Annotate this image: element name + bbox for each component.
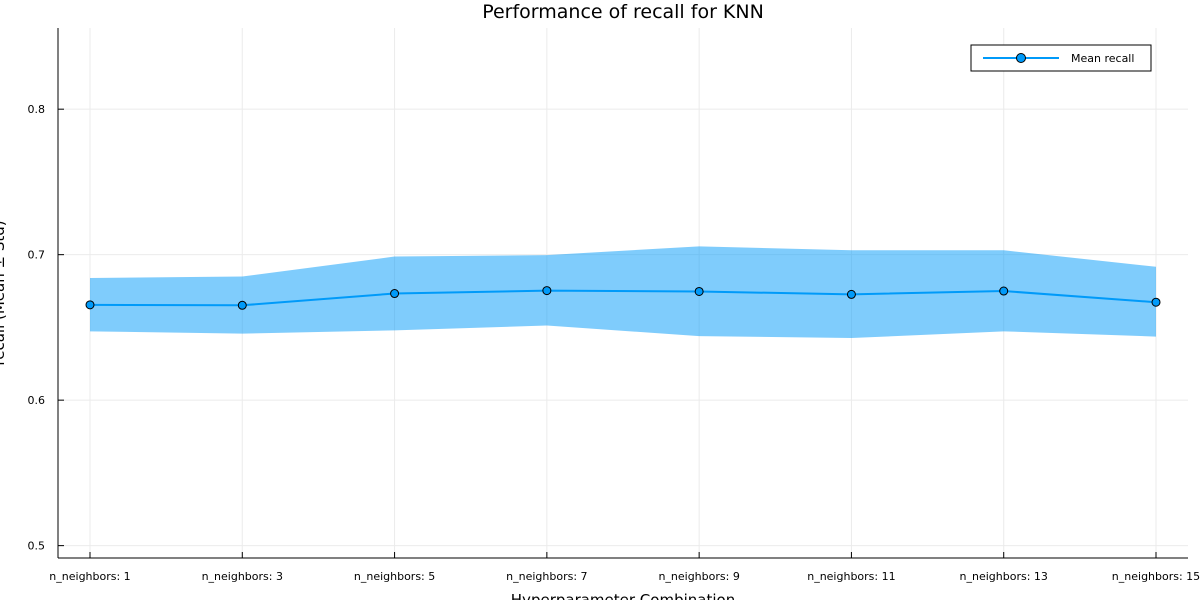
x-tick-label-0: n_neighbors: 1 [49, 570, 130, 583]
x-axis-label: Hyperparameter Combination [511, 591, 735, 600]
x-tick-label-7: n_neighbors: 15 [1112, 570, 1200, 583]
y-tick-label-1: 0.6 [28, 394, 46, 407]
x-tick-label-4: n_neighbors: 9 [658, 570, 739, 583]
data-point-4 [694, 286, 704, 296]
std-band-layer [90, 246, 1156, 339]
data-point-5 [846, 289, 856, 299]
y-tick-label-3: 0.8 [28, 103, 46, 116]
axes [57, 28, 1188, 559]
data-point-0 [85, 300, 95, 310]
legend: Mean recall [970, 44, 1152, 72]
y-axis-label: recall (Mean ± Std) [0, 220, 8, 365]
series-line-layer [89, 289, 1157, 307]
series-line-mean-recall [89, 289, 1157, 307]
tick-labels: 0.5 0.6 0.7 0.8 n_neighbors: 1 n_neighbors: 3… [28, 103, 1200, 583]
data-point-2 [390, 289, 400, 299]
legend-label-mean-recall: Mean recall [1071, 52, 1134, 65]
legend-marker-swatch [1016, 53, 1026, 63]
x-tick-label-6: n_neighbors: 13 [960, 570, 1048, 583]
x-tick-label-1: n_neighbors: 3 [202, 570, 283, 583]
chart-title: Performance of recall for KNN [482, 1, 764, 23]
data-point-1 [237, 300, 247, 310]
y-tick-label-0: 0.5 [28, 540, 46, 553]
x-tick-label-2: n_neighbors: 5 [354, 570, 435, 583]
y-tick-label-2: 0.7 [28, 249, 46, 262]
data-point-3 [542, 286, 552, 296]
data-point-layer [85, 286, 1161, 310]
x-tick-label-5: n_neighbors: 11 [807, 570, 895, 583]
std-band [90, 246, 1156, 339]
data-point-6 [999, 286, 1009, 296]
x-tick-label-3: n_neighbors: 7 [506, 570, 587, 583]
data-point-7 [1151, 297, 1161, 307]
